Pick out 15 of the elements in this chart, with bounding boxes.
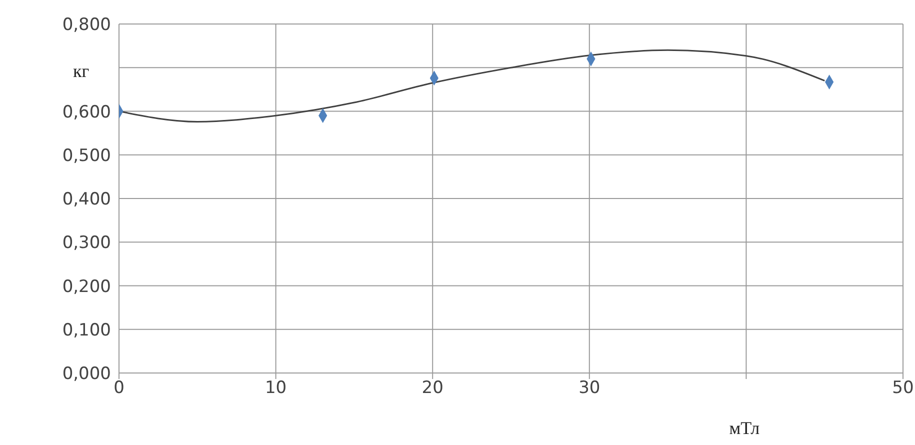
- y-tick-label: 0,400: [62, 190, 111, 210]
- y-tick-label: 0,000: [62, 364, 111, 384]
- x-tick-label: 0: [114, 378, 124, 398]
- x-axis-title: мТл: [729, 418, 760, 439]
- y-tick-label: 0,500: [62, 146, 111, 166]
- y-tick-label: 0,100: [62, 320, 111, 340]
- y-axis-title: кг: [73, 61, 90, 82]
- y-tick-label: 0,200: [62, 276, 111, 297]
- y-tick-label: 0,600: [62, 102, 111, 122]
- x-tick-label: 10: [264, 378, 287, 398]
- x-tick-label: 50: [892, 378, 914, 398]
- x-tick-label: 20: [422, 378, 444, 398]
- y-tick-label: 0,800: [62, 15, 111, 36]
- x-tick-label: 30: [578, 378, 600, 398]
- y-tick-label: 0,300: [62, 233, 111, 254]
